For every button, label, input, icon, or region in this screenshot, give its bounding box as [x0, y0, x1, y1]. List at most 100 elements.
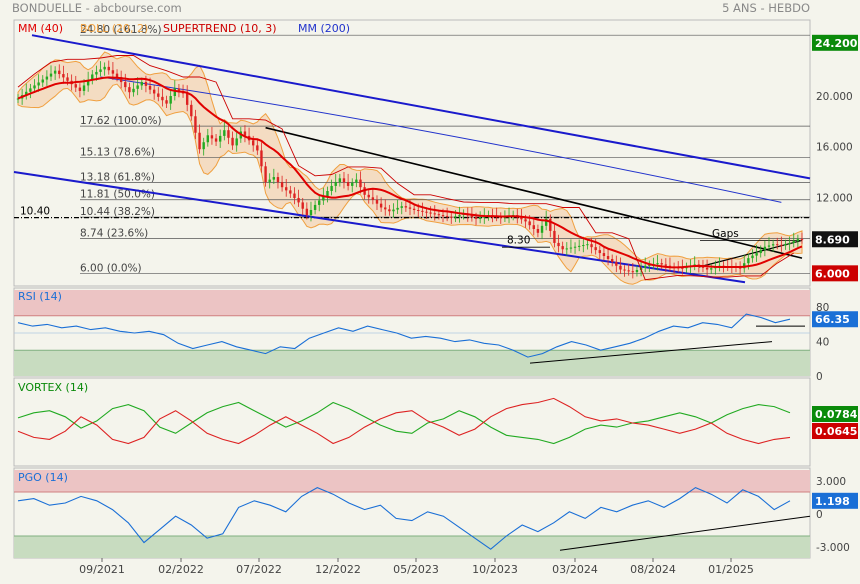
- candle-body: [243, 131, 247, 136]
- candle-body: [111, 70, 115, 74]
- candle-body: [148, 85, 152, 90]
- candle-body: [536, 229, 540, 233]
- candle-body: [441, 215, 445, 217]
- rsi-trendline: [529, 341, 773, 364]
- candle-body: [379, 203, 383, 208]
- x-tick-label: 08/2024: [630, 563, 676, 576]
- fib-label: 17.62 (100.0%): [80, 115, 162, 127]
- candle-body: [429, 212, 432, 214]
- x-tick-label: 10/2023: [472, 563, 518, 576]
- candle-body: [355, 179, 358, 183]
- candle-body: [218, 135, 222, 142]
- candle-body: [309, 210, 313, 216]
- candle-body: [272, 177, 276, 180]
- candle-body: [792, 241, 795, 243]
- candle-body: [586, 244, 589, 246]
- candle-body: [157, 93, 160, 97]
- rsi-badge: 66.35: [815, 313, 850, 326]
- rsi-badge-bg: [812, 311, 858, 328]
- fib-label: 24.80 (161.8%): [80, 24, 162, 36]
- candle-body: [524, 219, 527, 222]
- candle-body: [334, 182, 337, 186]
- candle-body: [78, 87, 82, 91]
- mm40-line: [17, 76, 803, 269]
- candle-body: [289, 190, 292, 194]
- legend-boll: BOLL (20, 2): [80, 22, 148, 35]
- resistance-line: [265, 126, 803, 259]
- candle-body: [99, 69, 102, 72]
- candle-body: [152, 89, 156, 94]
- candle-body: [421, 210, 424, 212]
- candle-body: [450, 216, 453, 218]
- rsi-line: [17, 313, 791, 358]
- x-tick-label: 09/2021: [79, 563, 125, 576]
- legend-mm200: MM (200): [298, 22, 350, 35]
- pgo-y-tick: 3.000: [816, 476, 846, 488]
- candle-body: [615, 261, 618, 266]
- candle-body: [375, 199, 379, 204]
- candle-body: [437, 214, 441, 216]
- candle-body: [780, 244, 783, 246]
- candle-body: [598, 250, 602, 254]
- candle-body: [45, 76, 49, 80]
- candle-body: [293, 193, 296, 198]
- candle-body: [561, 246, 564, 250]
- candle-body: [53, 70, 57, 74]
- candle-body: [392, 209, 395, 212]
- candle-body: [433, 213, 436, 215]
- vortex-title: VORTEX (14): [18, 381, 88, 394]
- vortex-pos-line: [17, 401, 791, 445]
- candle-body: [796, 239, 800, 242]
- candle-body: [573, 246, 577, 248]
- candle-body: [557, 242, 560, 247]
- candle-body: [800, 239, 804, 241]
- vortex-layer: 0.0784 0.0645: [17, 397, 858, 445]
- candle-body: [223, 130, 226, 136]
- candle-body: [710, 268, 713, 270]
- candle-body: [367, 194, 370, 198]
- price-layer: 24.80 (161.8%) 17.62 (100.0%) 15.13 (78.6%…: [13, 24, 858, 285]
- candle-body: [161, 96, 164, 101]
- candle-body: [631, 271, 635, 273]
- x-tick-label: 07/2022: [236, 563, 282, 576]
- candle-body: [540, 225, 544, 233]
- badge-last-price: 8.690: [815, 233, 850, 246]
- candle-body: [318, 200, 321, 205]
- candle-body: [606, 256, 610, 259]
- candle-body: [412, 208, 416, 210]
- pgo-high-zone: [14, 470, 810, 492]
- x-tick-label: 01/2025: [708, 563, 754, 576]
- candle-body: [206, 135, 210, 143]
- candle-body: [784, 244, 787, 246]
- fib-label: 15.13 (78.6%): [80, 147, 155, 159]
- candle-body: [202, 142, 205, 150]
- candle-body: [549, 218, 552, 231]
- candle-body: [478, 217, 482, 219]
- candle-body: [346, 182, 350, 186]
- pgo-badge-bg: [812, 492, 858, 509]
- candle-body: [577, 245, 581, 247]
- candle-body: [755, 253, 758, 256]
- candle-body: [210, 135, 214, 139]
- candle-body: [359, 179, 362, 188]
- candle-body: [763, 246, 767, 250]
- candle-body: [107, 66, 110, 71]
- candle-body: [751, 255, 754, 259]
- channel-top: [31, 34, 811, 180]
- candle-body: [173, 88, 176, 96]
- candle-body: [140, 82, 143, 86]
- badge-6000-bg: [812, 265, 858, 282]
- candle-body: [635, 269, 639, 273]
- x-axis: 09/2021 02/2022 07/2022 12/2022 05/2023 10/20…: [79, 558, 754, 576]
- bollinger-band: [17, 51, 803, 285]
- vortex-neg-badge: 0.0645: [815, 425, 857, 438]
- price-y-tick: 20.000: [816, 91, 853, 103]
- candle-body: [705, 267, 709, 270]
- candle-body: [285, 187, 288, 191]
- vortex-neg-line: [17, 397, 791, 445]
- price-y-tick: 12.000: [816, 192, 853, 204]
- candle-body: [177, 88, 181, 91]
- candle-body: [417, 210, 420, 211]
- candle-body: [747, 258, 750, 264]
